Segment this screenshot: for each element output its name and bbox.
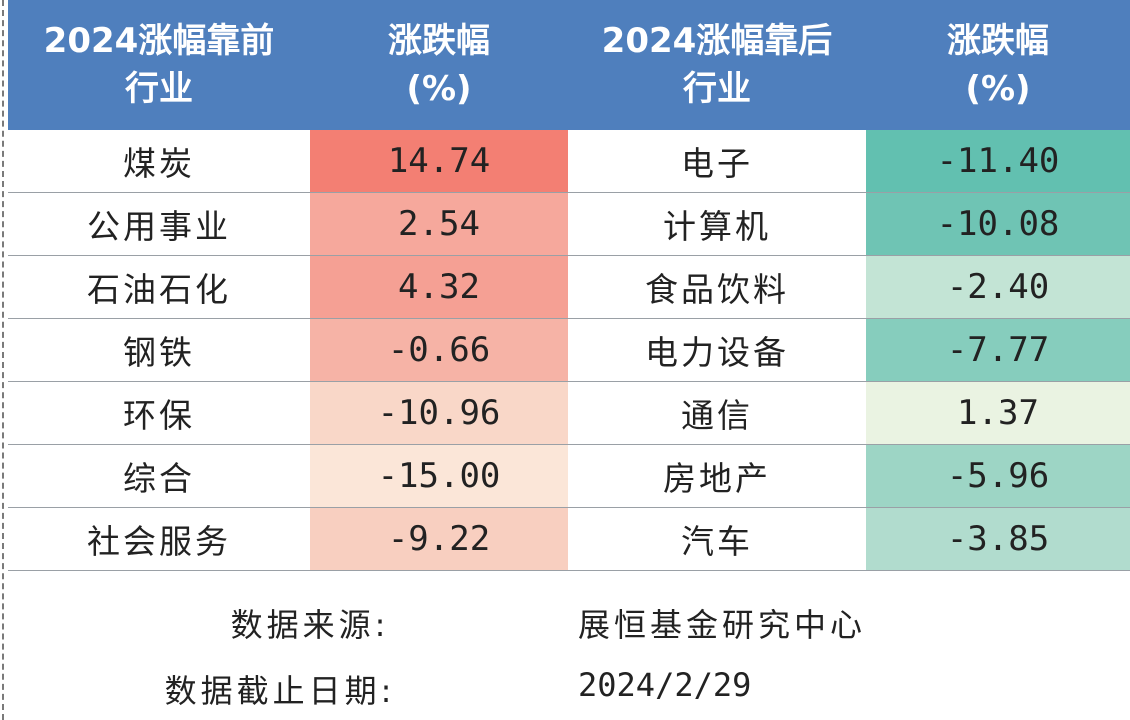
header-bottom-industry-line2: 行业: [683, 69, 751, 109]
top-change-cell: 14.74: [310, 130, 568, 192]
bottom-change-cell: -3.85: [866, 508, 1130, 570]
header-bottom-change-line1: 涨跌幅: [947, 21, 1049, 61]
bottom-change-cell: 1.37: [866, 382, 1130, 444]
header-top-industry-line2: 行业: [125, 69, 193, 109]
table-row: 钢铁 -0.66 电力设备 -7.77: [8, 319, 1130, 382]
top-industry-cell: 综合: [123, 459, 195, 498]
header-bottom-change: 涨跌幅 (%): [866, 0, 1130, 130]
bottom-change-cell: -11.40: [866, 130, 1130, 192]
top-industry-cell: 钢铁: [123, 333, 195, 372]
header-top-change-line2: (%): [406, 69, 472, 109]
header-top-industry: 2024涨幅靠前 行业: [8, 0, 310, 130]
bottom-industry-cell: 汽车: [681, 522, 753, 561]
bottom-industry-cell: 食品饮料: [645, 270, 789, 309]
header-bottom-industry: 2024涨幅靠后 行业: [568, 0, 866, 130]
bottom-change-cell: -2.40: [866, 256, 1130, 318]
top-change-cell: -15.00: [310, 445, 568, 507]
header-bottom-change-line2: (%): [965, 69, 1031, 109]
top-industry-cell: 公用事业: [87, 207, 231, 246]
bottom-industry-cell: 电子: [681, 144, 753, 183]
table-header: 2024涨幅靠前 行业 涨跌幅 (%) 2024涨幅靠后 行业 涨跌幅 (%): [8, 0, 1130, 130]
top-industry-cell: 煤炭: [123, 144, 195, 183]
header-bottom-industry-line1: 2024涨幅靠后: [601, 21, 833, 61]
table-row: 公用事业 2.54 计算机 -10.08: [8, 193, 1130, 256]
top-change-cell: -0.66: [310, 319, 568, 381]
bottom-industry-cell: 电力设备: [645, 333, 789, 372]
bottom-change-cell: -7.77: [866, 319, 1130, 381]
table-row: 综合 -15.00 房地产 -5.96: [8, 445, 1130, 508]
top-change-cell: 2.54: [310, 193, 568, 255]
bottom-change-cell: -5.96: [866, 445, 1130, 507]
top-industry-cell: 社会服务: [87, 522, 231, 561]
top-change-cell: -10.96: [310, 382, 568, 444]
bottom-industry-cell: 房地产: [663, 459, 771, 498]
top-change-cell: -9.22: [310, 508, 568, 570]
top-change-cell: 4.32: [310, 256, 568, 318]
left-dashed-border: [2, 0, 4, 720]
table-row: 社会服务 -9.22 汽车 -3.85: [8, 508, 1130, 571]
data-cutoff-label: 数据截止日期:: [164, 672, 396, 710]
bottom-change-cell: -10.08: [866, 193, 1130, 255]
top-industry-cell: 环保: [123, 396, 195, 435]
header-top-industry-line1: 2024涨幅靠前: [43, 21, 275, 61]
header-top-change-line1: 涨跌幅: [388, 21, 490, 61]
bottom-industry-cell: 计算机: [663, 207, 771, 246]
data-source-label: 数据来源:: [230, 606, 390, 644]
industry-performance-table: 2024涨幅靠前 行业 涨跌幅 (%) 2024涨幅靠后 行业 涨跌幅 (%) …: [8, 0, 1130, 571]
table-row: 环保 -10.96 通信 1.37: [8, 382, 1130, 445]
bottom-industry-cell: 通信: [681, 396, 753, 435]
table-row: 石油石化 4.32 食品饮料 -2.40: [8, 256, 1130, 319]
data-source-value: 展恒基金研究中心: [578, 606, 867, 644]
data-cutoff-value: 2024/2/29: [578, 666, 752, 704]
table-row: 煤炭 14.74 电子 -11.40: [8, 130, 1130, 193]
header-top-change: 涨跌幅 (%): [310, 0, 568, 130]
top-industry-cell: 石油石化: [87, 270, 231, 309]
